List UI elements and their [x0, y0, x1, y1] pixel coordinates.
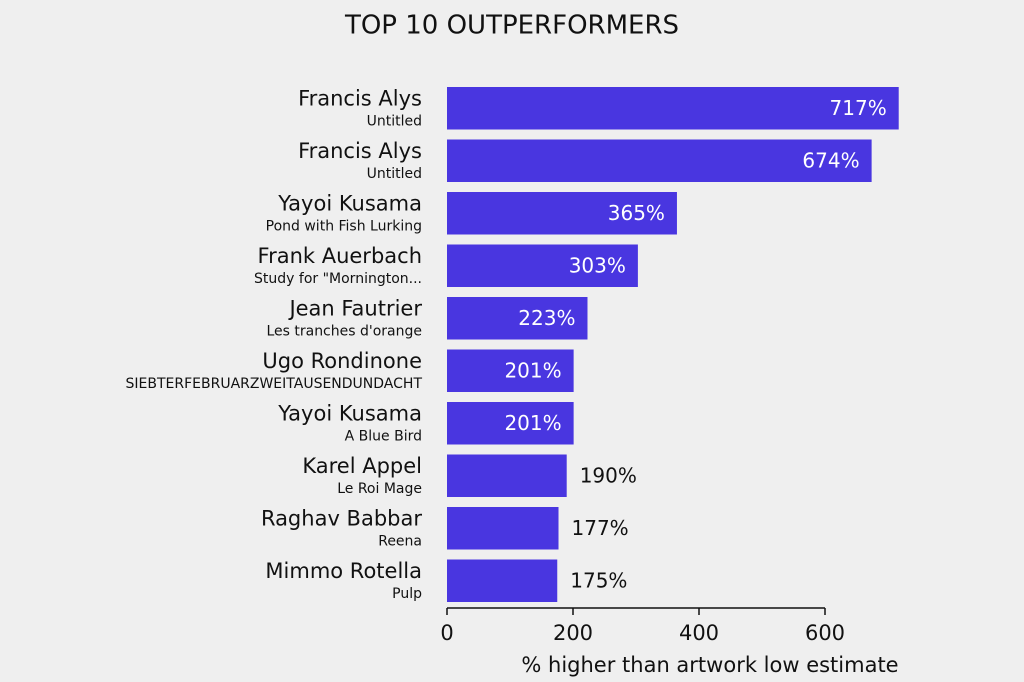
value-label: 303% [569, 253, 626, 277]
value-label: 201% [504, 358, 561, 382]
bar [447, 559, 558, 602]
x-tick-label: 0 [440, 621, 453, 645]
value-label: 175% [570, 568, 627, 592]
bar [447, 87, 899, 130]
x-axis-label: % higher than artwork low estimate [521, 653, 898, 677]
value-label: 190% [580, 463, 637, 487]
value-label: 365% [608, 201, 665, 225]
category-label: Yayoi Kusama [277, 401, 422, 425]
category-label: Mimmo Rotella [265, 559, 422, 583]
x-tick-label: 400 [679, 621, 719, 645]
artwork-label: Reena [378, 533, 422, 549]
category-label: Francis Alys [298, 86, 422, 110]
bar [447, 507, 559, 550]
artwork-label: Les tranches d'orange [266, 323, 422, 339]
bar [447, 244, 638, 287]
value-label: 201% [504, 411, 561, 435]
bar [447, 402, 574, 445]
artwork-label: Pond with Fish Lurking [266, 218, 422, 234]
artwork-label: SIEBTERFEBRUARZWEITAUSENDUNDACHT [126, 376, 423, 392]
x-tick-label: 600 [805, 621, 845, 645]
category-label: Ugo Rondinone [262, 349, 422, 373]
x-tick-label: 200 [553, 621, 593, 645]
artwork-label: Untitled [367, 166, 422, 182]
value-label: 717% [830, 96, 887, 120]
value-label: 223% [518, 306, 575, 330]
artwork-label: Study for "Mornington... [254, 271, 422, 287]
bar [447, 349, 574, 392]
bar [447, 192, 677, 235]
bar [447, 297, 588, 340]
category-label: Karel Appel [302, 454, 422, 478]
artwork-label: Untitled [367, 113, 422, 129]
category-label: Francis Alys [298, 139, 422, 163]
category-label: Yayoi Kusama [277, 191, 422, 215]
artwork-label: Le Roi Mage [337, 481, 422, 497]
chart-title: TOP 10 OUTPERFORMERS [344, 11, 679, 41]
category-label: Frank Auerbach [258, 244, 422, 268]
bar [447, 454, 567, 497]
bar [447, 139, 872, 182]
value-label: 177% [572, 516, 629, 540]
artwork-label: Pulp [392, 586, 422, 602]
artwork-label: A Blue Bird [345, 428, 422, 444]
category-label: Jean Fautrier [287, 296, 422, 320]
value-label: 674% [802, 148, 859, 172]
category-label: Raghav Babbar [261, 506, 422, 530]
